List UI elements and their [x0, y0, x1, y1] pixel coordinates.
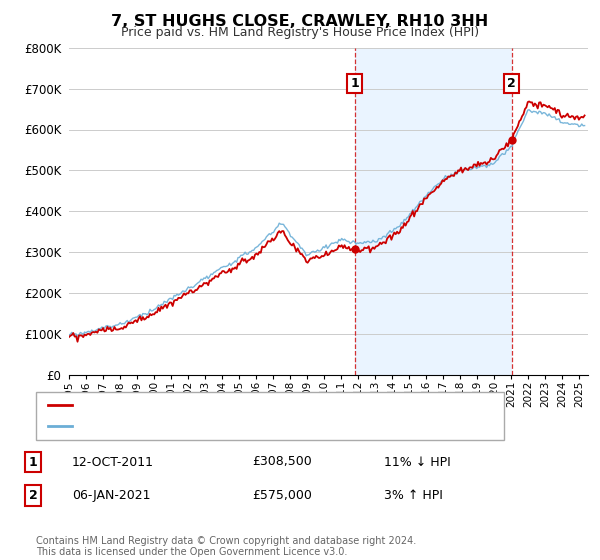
Text: Price paid vs. HM Land Registry's House Price Index (HPI): Price paid vs. HM Land Registry's House … — [121, 26, 479, 39]
Text: 12-OCT-2011: 12-OCT-2011 — [72, 455, 154, 469]
Text: 3% ↑ HPI: 3% ↑ HPI — [384, 489, 443, 502]
Text: HPI: Average price, detached house, Crawley: HPI: Average price, detached house, Craw… — [78, 421, 329, 431]
Text: 7, ST HUGHS CLOSE, CRAWLEY, RH10 3HH (detached house): 7, ST HUGHS CLOSE, CRAWLEY, RH10 3HH (de… — [78, 400, 416, 410]
Text: 2: 2 — [508, 77, 516, 90]
Text: 11% ↓ HPI: 11% ↓ HPI — [384, 455, 451, 469]
Text: £575,000: £575,000 — [252, 489, 312, 502]
Text: 2: 2 — [29, 489, 37, 502]
Text: 06-JAN-2021: 06-JAN-2021 — [72, 489, 151, 502]
Text: Contains HM Land Registry data © Crown copyright and database right 2024.
This d: Contains HM Land Registry data © Crown c… — [36, 535, 416, 557]
Text: 1: 1 — [350, 77, 359, 90]
Text: 7, ST HUGHS CLOSE, CRAWLEY, RH10 3HH: 7, ST HUGHS CLOSE, CRAWLEY, RH10 3HH — [112, 14, 488, 29]
Text: 1: 1 — [29, 455, 37, 469]
Text: £308,500: £308,500 — [252, 455, 312, 469]
Bar — [355, 48, 512, 375]
